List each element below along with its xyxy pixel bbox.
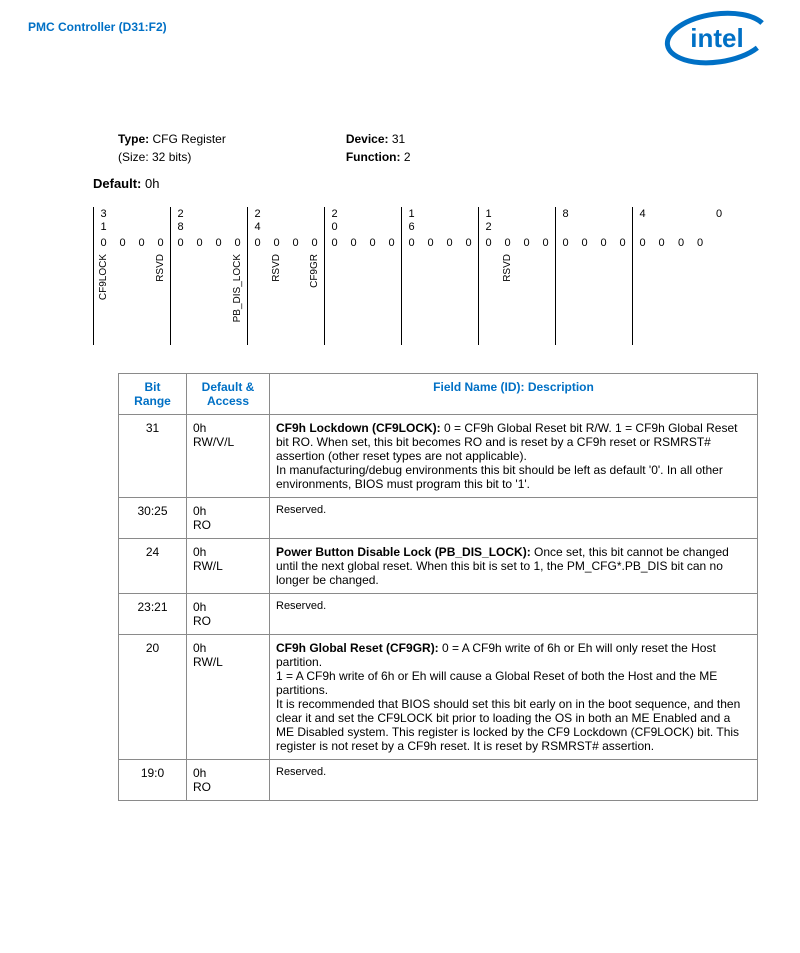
- table-row: 23:210h ROReserved.: [119, 593, 758, 634]
- table-row: 30:250h ROReserved.: [119, 497, 758, 538]
- default-value-line: Default: 0h: [93, 176, 772, 191]
- function-value: 2: [404, 150, 411, 164]
- intel-logo: intel: [662, 10, 772, 69]
- page-title: PMC Controller (D31:F2): [28, 20, 772, 34]
- svg-text:intel: intel: [690, 23, 743, 53]
- size-value: (Size: 32 bits): [118, 148, 226, 166]
- device-label: Device:: [346, 132, 389, 146]
- bitfield-diagram: 3 12 82 42 01 61 28400000000000000000000…: [93, 207, 772, 345]
- table-row: 240h RW/LPower Button Disable Lock (PB_D…: [119, 538, 758, 593]
- col-default-access: Default & Access: [187, 373, 270, 414]
- device-value: 31: [392, 132, 405, 146]
- page-header: PMC Controller (D31:F2) intel: [28, 20, 772, 90]
- table-row: 200h RW/LCF9h Global Reset (CF9GR): 0 = …: [119, 634, 758, 759]
- table-row: 19:00h ROReserved.: [119, 759, 758, 800]
- type-value: CFG Register: [152, 132, 225, 146]
- col-description: Field Name (ID): Description: [270, 373, 758, 414]
- function-label: Function:: [346, 150, 401, 164]
- register-meta: Type: CFG Register (Size: 32 bits) Devic…: [118, 130, 772, 166]
- table-row: 310h RW/V/LCF9h Lockdown (CF9LOCK): 0 = …: [119, 414, 758, 497]
- type-label: Type:: [118, 132, 149, 146]
- register-table: Bit Range Default & Access Field Name (I…: [118, 373, 758, 801]
- col-bit-range: Bit Range: [119, 373, 187, 414]
